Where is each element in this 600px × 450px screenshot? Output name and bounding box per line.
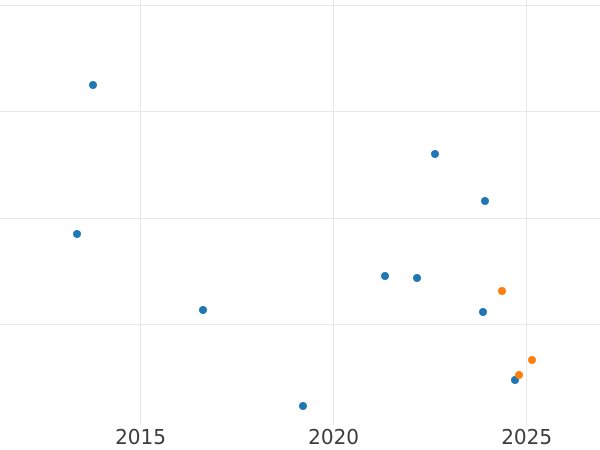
horizontal-gridline bbox=[0, 217, 600, 219]
x-tick-label: 2015 bbox=[115, 425, 166, 449]
horizontal-gridline bbox=[0, 111, 600, 113]
horizontal-gridline bbox=[0, 4, 600, 6]
vertical-gridline bbox=[526, 0, 528, 425]
blue-series-point bbox=[412, 274, 421, 282]
x-axis: 2015 2020 2025 bbox=[0, 425, 600, 450]
vertical-gridline bbox=[333, 0, 335, 425]
x-tick-label: 2020 bbox=[308, 425, 360, 449]
blue-series-point bbox=[73, 230, 82, 239]
blue-series-point bbox=[480, 197, 489, 206]
orange-series-point bbox=[515, 370, 524, 379]
blue-series-point bbox=[199, 305, 208, 314]
blue-series-point bbox=[430, 150, 439, 159]
blue-series-point bbox=[298, 401, 307, 410]
blue-series-point bbox=[511, 376, 520, 385]
x-tick-label: 2025 bbox=[501, 425, 553, 449]
vertical-gridline bbox=[140, 0, 142, 425]
blue-series-point bbox=[380, 271, 389, 280]
blue-series-point bbox=[89, 81, 98, 90]
horizontal-gridline bbox=[0, 324, 600, 326]
orange-series-point bbox=[528, 356, 537, 365]
plot-area bbox=[0, 0, 600, 425]
blue-series-point bbox=[479, 308, 487, 317]
orange-series-point bbox=[498, 286, 507, 295]
